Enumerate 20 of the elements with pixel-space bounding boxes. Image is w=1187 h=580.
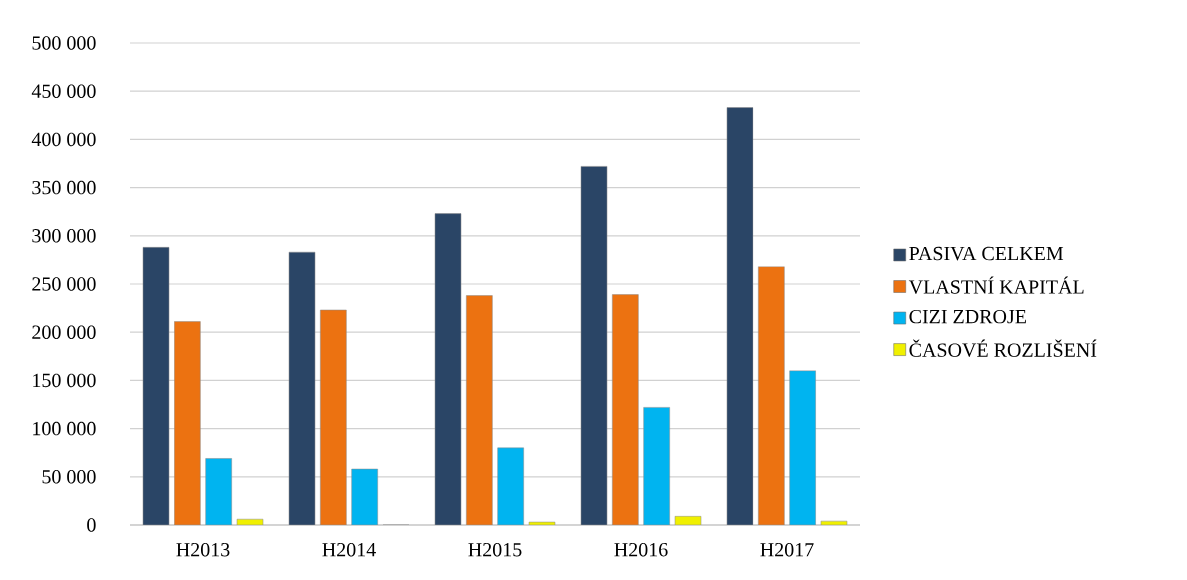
y-tick-label: 150 000	[33, 373, 96, 388]
y-tick-label: 300 000	[32, 229, 96, 243]
legend-label: VLASTNÍ KAPITÁL	[908, 276, 1084, 294]
legend-label: ČASOVÉ ROZLIŠENÍ	[909, 339, 1097, 357]
y-tick-label: 100 000	[33, 421, 96, 436]
y-tick-label: 450 000	[31, 84, 96, 98]
y-tick-label: 500 000	[32, 36, 96, 50]
x-tick-label: H2016	[614, 542, 668, 557]
legend-label: CIZI ZDROJE	[909, 309, 1026, 324]
y-tick-label: 200 000	[32, 325, 96, 339]
y-tick-label: 250 000	[32, 277, 96, 291]
x-tick-label: H2015	[468, 542, 522, 557]
y-tick-label: 50 000	[42, 470, 96, 484]
y-tick-label: 350 000	[32, 180, 96, 195]
y-tick-label: 0	[87, 518, 96, 532]
legend-label: PASIVA CELKEM	[909, 246, 1064, 261]
x-tick-label: H2013	[176, 542, 230, 557]
y-tick-label: 400 000	[31, 132, 96, 147]
x-tick-label: H2014	[322, 542, 376, 557]
x-tick-label: H2017	[760, 542, 814, 557]
